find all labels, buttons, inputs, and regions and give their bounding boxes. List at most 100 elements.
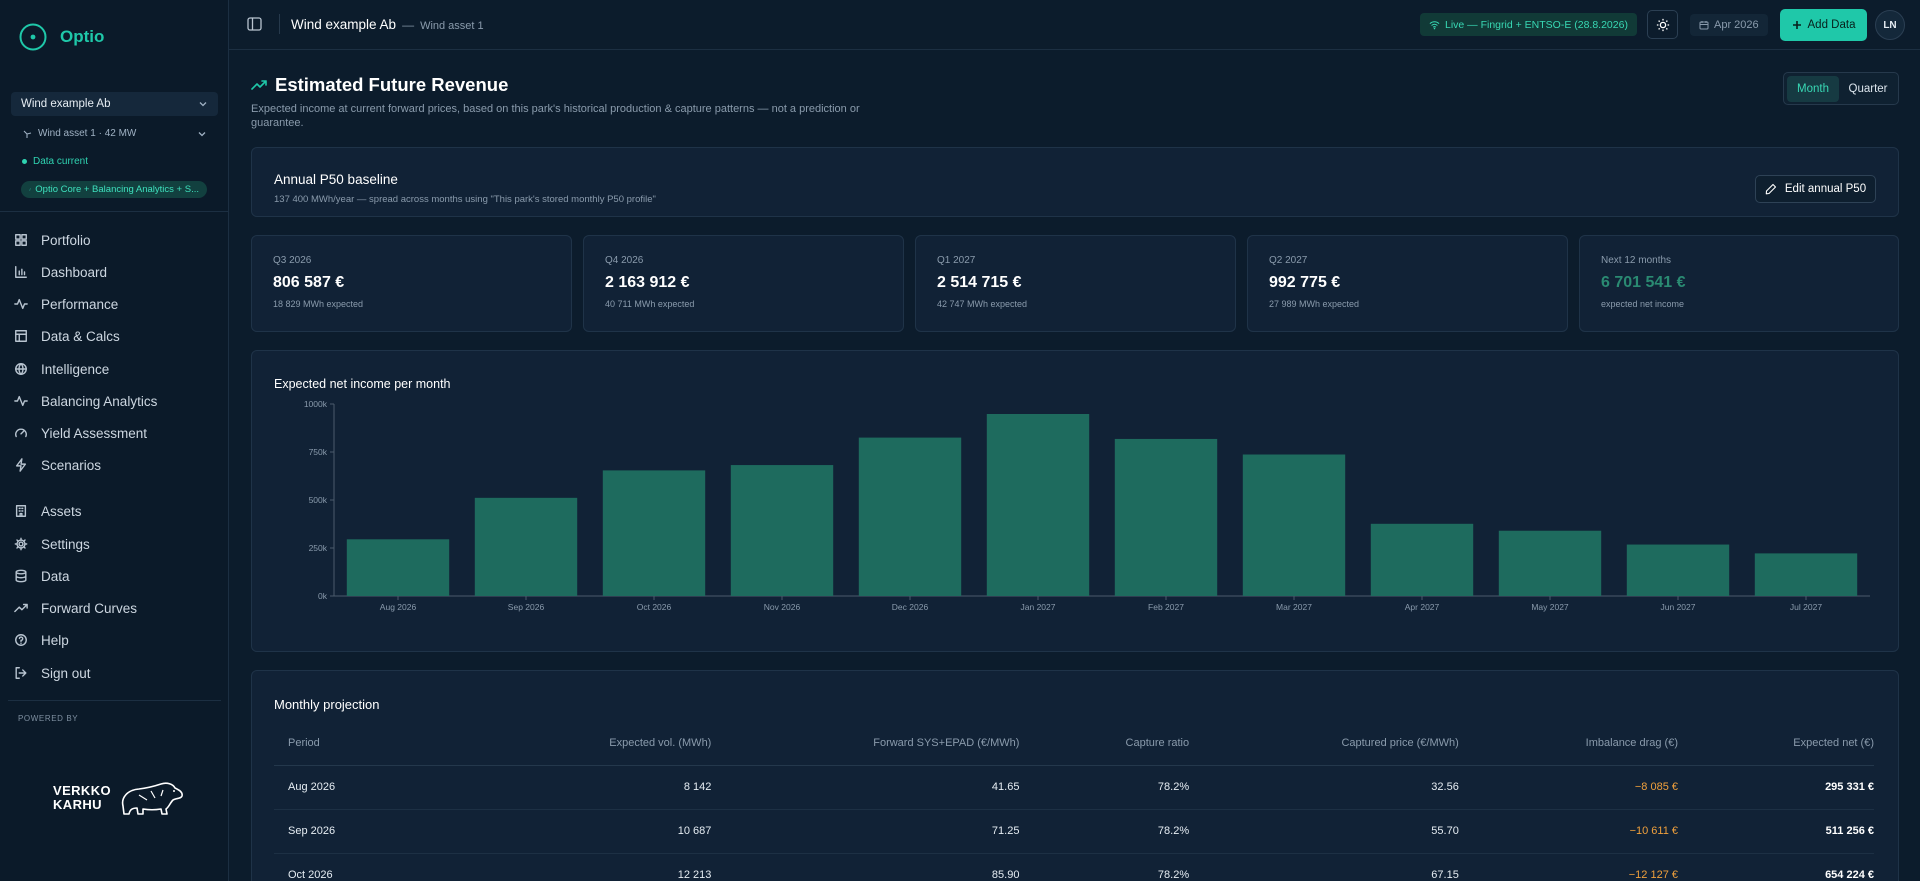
page-description: Expected income at current forward price… xyxy=(251,103,860,129)
sidebar: Optio Wind example Ab Wind asset 1 · 42 … xyxy=(0,0,229,881)
bolt-icon xyxy=(15,458,27,472)
chart-bar xyxy=(1626,544,1730,596)
calendar-icon xyxy=(1699,21,1709,30)
sidebar-item-label: Help xyxy=(41,632,69,648)
sidebar-divider xyxy=(8,700,221,701)
chevron-down-icon xyxy=(199,102,207,107)
sidebar-item-label: Balancing Analytics xyxy=(41,393,158,409)
sidebar-item-label: Scenarios xyxy=(41,457,102,473)
breadcrumb-project[interactable]: Wind example Ab xyxy=(291,17,397,32)
period-toggle: Month Quarter xyxy=(1783,72,1899,105)
project-select-value: Wind example Ab xyxy=(21,98,111,110)
column-header-period[interactable]: Period xyxy=(274,721,456,766)
date-picker[interactable]: Apr 2026 xyxy=(1690,14,1768,36)
avatar[interactable]: LN xyxy=(1875,10,1905,40)
column-header-capture-ratio[interactable]: Capture ratio xyxy=(1019,721,1190,766)
x-tick-label: Aug 2026 xyxy=(380,602,417,612)
asset-select[interactable]: Wind asset 1 · 42 MW xyxy=(22,128,207,139)
chart-bar xyxy=(986,413,1090,596)
edit-annual-p50-button[interactable]: Edit annual P50 xyxy=(1755,175,1876,203)
add-data-button[interactable]: Add Data xyxy=(1780,9,1867,41)
breadcrumb-asset[interactable]: Wind asset 1 xyxy=(420,20,484,32)
sidebar-item-data[interactable]: Data xyxy=(14,566,70,586)
brand-name: Optio xyxy=(60,27,105,46)
table-row[interactable]: Aug 2026 8 142 41.65 78.2% 32.56 −8 085 … xyxy=(274,765,1874,810)
y-tick-label: 1000k xyxy=(304,399,328,409)
data-status: Data current xyxy=(22,156,88,167)
stat-value: 6 701 541 € xyxy=(1601,274,1686,291)
sidebar-item-label: Yield Assessment xyxy=(41,425,148,441)
x-tick-label: Sep 2026 xyxy=(508,602,545,612)
sidebar-item-data-calcs[interactable]: Data & Calcs xyxy=(14,326,120,346)
chart-bar xyxy=(602,470,706,596)
column-header-expected-net[interactable]: Expected net (€) xyxy=(1678,721,1874,766)
sidebar-item-dashboard[interactable]: Dashboard xyxy=(14,262,107,282)
table-row[interactable]: Sep 2026 10 687 71.25 78.2% 55.70 −10 61… xyxy=(274,809,1874,854)
cell-forward-price: 41.65 xyxy=(711,765,1020,810)
plan-badge-label: Optio Core + Balancing Analytics + S... xyxy=(35,184,199,195)
cell-captured-price: 32.56 xyxy=(1189,765,1459,810)
sidebar-item-assets[interactable]: Assets xyxy=(14,501,82,521)
stat-label: Q2 2027 xyxy=(1269,255,1308,266)
sidebar-item-performance[interactable]: Performance xyxy=(14,294,118,314)
sidebar-item-label: Data xyxy=(41,568,70,584)
sidebar-item-settings[interactable]: Settings xyxy=(14,534,90,554)
cell-period: Oct 2026 xyxy=(274,853,456,881)
gauge-icon xyxy=(15,428,27,438)
plan-badge[interactable]: Optio Core + Balancing Analytics + S... xyxy=(21,181,207,198)
sidebar-item-label: Portfolio xyxy=(41,232,91,248)
project-select[interactable]: Wind example Ab xyxy=(11,92,218,116)
column-header-expected-vol[interactable]: Expected vol. (MWh) xyxy=(455,721,712,766)
cell-period: Sep 2026 xyxy=(274,809,456,854)
cell-capture-ratio: 78.2% xyxy=(1019,853,1190,881)
sidebar-item-yield-assessment[interactable]: Yield Assessment xyxy=(14,423,147,443)
topbar-separator xyxy=(279,14,280,34)
toggle-quarter-button[interactable]: Quarter xyxy=(1848,82,1888,95)
toggle-month-button[interactable]: Month xyxy=(1787,75,1839,102)
sidebar-item-balancing-analytics[interactable]: Balancing Analytics xyxy=(14,391,157,411)
table-title: Monthly projection xyxy=(274,697,380,712)
chart-bar xyxy=(1754,553,1858,596)
brand[interactable]: Optio xyxy=(18,22,104,52)
sidebar-item-help[interactable]: Help xyxy=(14,630,69,650)
y-tick-label: 750k xyxy=(309,447,328,457)
page-title-text: Estimated Future Revenue xyxy=(275,74,509,95)
table-header-row: Period Expected vol. (MWh) Forward SYS+E… xyxy=(274,721,1874,766)
cell-forward-price: 85.90 xyxy=(711,853,1020,881)
column-header-captured-price[interactable]: Captured price (€/MWh) xyxy=(1189,721,1459,766)
x-tick-label: May 2027 xyxy=(1531,602,1569,612)
y-tick-label: 0k xyxy=(318,591,328,601)
x-tick-label: Feb 2027 xyxy=(1148,602,1184,612)
cell-expected-vol: 12 213 xyxy=(455,853,712,881)
sidebar-item-sign-out[interactable]: Sign out xyxy=(14,663,91,683)
date-picker-value: Apr 2026 xyxy=(1714,19,1759,31)
partner-line-2: KARHU xyxy=(53,797,102,812)
sidebar-item-label: Performance xyxy=(41,296,119,312)
column-header-imbalance-drag[interactable]: Imbalance drag (€) xyxy=(1458,721,1678,766)
cell-expected-net: 295 331 € xyxy=(1678,765,1874,810)
stat-card-q1-2027: Q1 2027 2 514 715 € 42 747 MWh expected xyxy=(915,235,1236,332)
status-dot-icon xyxy=(22,159,27,164)
sidebar-item-portfolio[interactable]: Portfolio xyxy=(14,230,91,250)
stat-card-next-12-months: Next 12 months 6 701 541 € expected net … xyxy=(1579,235,1899,332)
cell-forward-price: 71.25 xyxy=(711,809,1020,854)
polar-bear-icon xyxy=(121,782,183,815)
sidebar-item-scenarios[interactable]: Scenarios xyxy=(14,455,101,475)
chart-title: Expected net income per month xyxy=(274,377,451,391)
stat-card-q3-2026: Q3 2026 806 587 € 18 829 MWh expected xyxy=(251,235,572,332)
sidebar-item-forward-curves[interactable]: Forward Curves xyxy=(14,598,137,618)
cell-expected-net: 654 224 € xyxy=(1678,853,1874,881)
column-header-forward-price[interactable]: Forward SYS+EPAD (€/MWh) xyxy=(711,721,1020,766)
sidebar-item-intelligence[interactable]: Intelligence xyxy=(14,359,109,379)
stat-card-q2-2027: Q2 2027 992 775 € 27 989 MWh expected xyxy=(1247,235,1568,332)
table-row[interactable]: Oct 2026 12 213 85.90 78.2% 67.15 −12 12… xyxy=(274,853,1874,881)
stat-label: Q4 2026 xyxy=(605,255,644,266)
cell-imbalance-drag: −10 611 € xyxy=(1458,809,1678,854)
cell-expected-vol: 10 687 xyxy=(455,809,712,854)
bar-chart-icon xyxy=(15,266,27,278)
theme-toggle-button[interactable] xyxy=(1647,10,1678,39)
x-tick-label: Oct 2026 xyxy=(637,602,672,612)
sidebar-toggle-icon[interactable] xyxy=(247,17,262,31)
y-tick-label: 250k xyxy=(309,543,328,553)
net-income-chart-card: Expected net income per month 0k 250k 500k… xyxy=(251,350,1899,652)
